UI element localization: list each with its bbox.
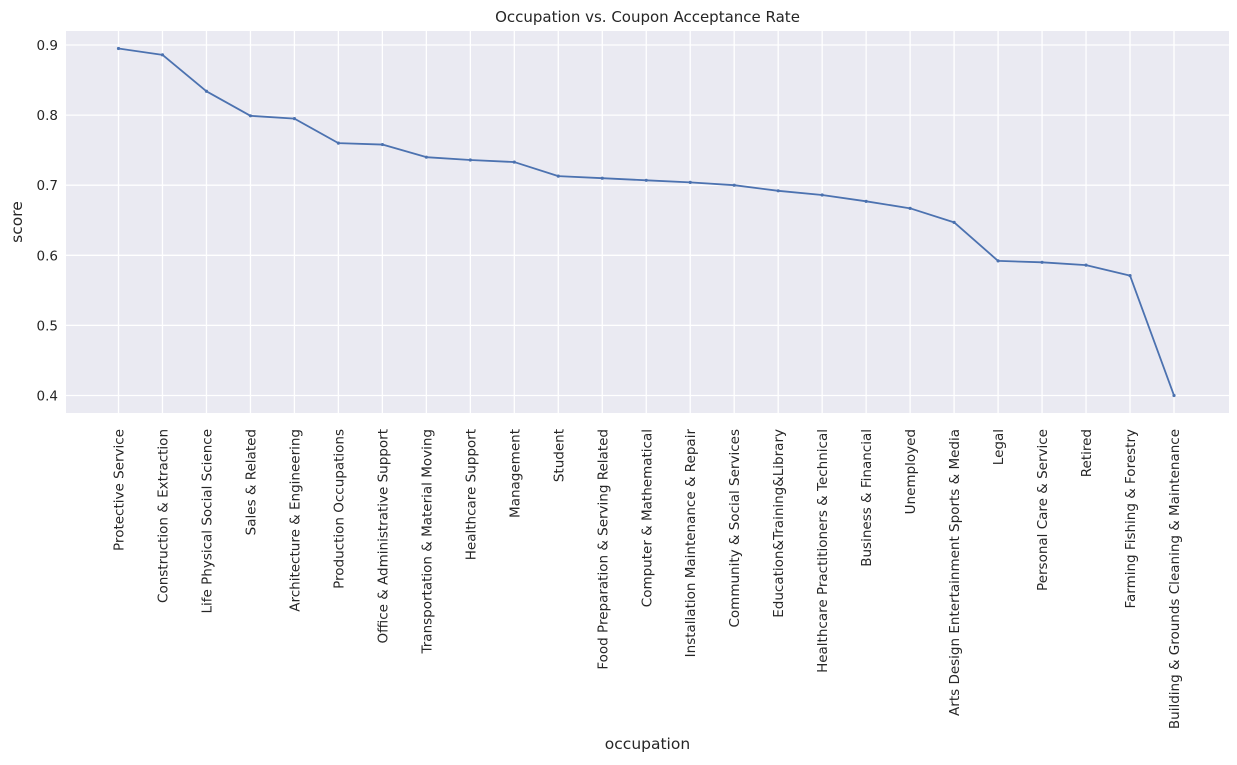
- y-tick-label: 0.4: [37, 388, 58, 404]
- x-tick-label: Retired: [1079, 429, 1095, 477]
- x-tick-label: Management: [507, 429, 523, 518]
- x-tick-label: Installation Maintenance & Repair: [683, 429, 699, 658]
- data-point: [688, 180, 692, 184]
- data-point: [732, 183, 736, 187]
- data-point: [952, 220, 956, 224]
- data-point: [204, 89, 209, 93]
- x-tick-label: Healthcare Practitioners & Technical: [815, 429, 831, 673]
- data-point: [864, 199, 868, 203]
- x-tick-label: Food Preparation & Serving Related: [595, 429, 611, 670]
- y-axis-ticks: 0.4 0.5 0.6 0.7 0.8 0.9: [37, 38, 58, 404]
- data-point: [1040, 260, 1044, 264]
- y-tick-label: 0.7: [37, 178, 58, 194]
- x-tick-label: Community & Social Services: [727, 429, 743, 628]
- x-tick-label: Student: [551, 429, 567, 482]
- x-tick-label: Legal: [991, 429, 1007, 465]
- x-tick-label: Protective Service: [112, 429, 128, 551]
- x-tick-label: Life Physical Social Science: [199, 429, 215, 613]
- data-point: [1128, 274, 1132, 278]
- x-tick-label: Personal Care & Service: [1035, 429, 1051, 591]
- data-point: [1084, 263, 1088, 267]
- data-point: [292, 117, 297, 121]
- x-tick-label: Arts Design Entertainment Sports & Media: [947, 429, 963, 716]
- data-point: [908, 206, 912, 210]
- data-point: [644, 178, 648, 182]
- x-tick-label: Construction & Extraction: [155, 429, 171, 603]
- x-tick-label: Farming Fishing & Forestry: [1123, 429, 1139, 609]
- series-layer: [116, 46, 1176, 398]
- data-point: [512, 160, 516, 164]
- data-point: [468, 158, 472, 162]
- data-point: [424, 155, 428, 159]
- y-tick-label: 0.5: [37, 318, 58, 334]
- plot-area: [66, 31, 1229, 413]
- data-point: [1172, 393, 1176, 398]
- data-point: [248, 114, 253, 118]
- x-tick-label: Unemployed: [903, 429, 919, 514]
- x-tick-label: Production Occupations: [331, 429, 347, 589]
- x-tick-label: Sales & Related: [243, 429, 259, 535]
- x-tick-label: Business & Financial: [859, 429, 875, 567]
- y-axis-label: score: [8, 201, 26, 243]
- x-tick-label: Education&Training&Library: [771, 429, 787, 618]
- x-tick-label: Architecture & Engineering: [287, 429, 303, 612]
- data-point: [600, 176, 604, 180]
- y-tick-label: 0.6: [37, 248, 58, 264]
- data-point: [336, 141, 340, 145]
- data-point: [820, 193, 824, 197]
- x-tick-label: Transportation & Material Moving: [419, 429, 435, 655]
- data-point: [776, 189, 780, 193]
- data-point: [160, 53, 165, 57]
- grid-lines: [66, 31, 1229, 413]
- x-axis-ticks: Protective Service Construction & Extract…: [112, 429, 1184, 730]
- x-axis-label: occupation: [605, 735, 690, 753]
- data-point: [556, 174, 560, 178]
- x-tick-label: Building & Grounds Cleaning & Maintenanc…: [1167, 429, 1183, 729]
- x-tick-label: Computer & Mathematical: [639, 429, 655, 607]
- y-tick-label: 0.8: [37, 108, 58, 124]
- data-point: [996, 259, 1000, 263]
- data-point: [380, 142, 384, 147]
- chart-title: Occupation vs. Coupon Acceptance Rate: [495, 8, 800, 26]
- x-tick-label: Office & Administrative Support: [375, 429, 391, 643]
- y-tick-label: 0.9: [37, 38, 58, 54]
- x-tick-label: Healthcare Support: [463, 429, 479, 560]
- data-point: [116, 46, 121, 51]
